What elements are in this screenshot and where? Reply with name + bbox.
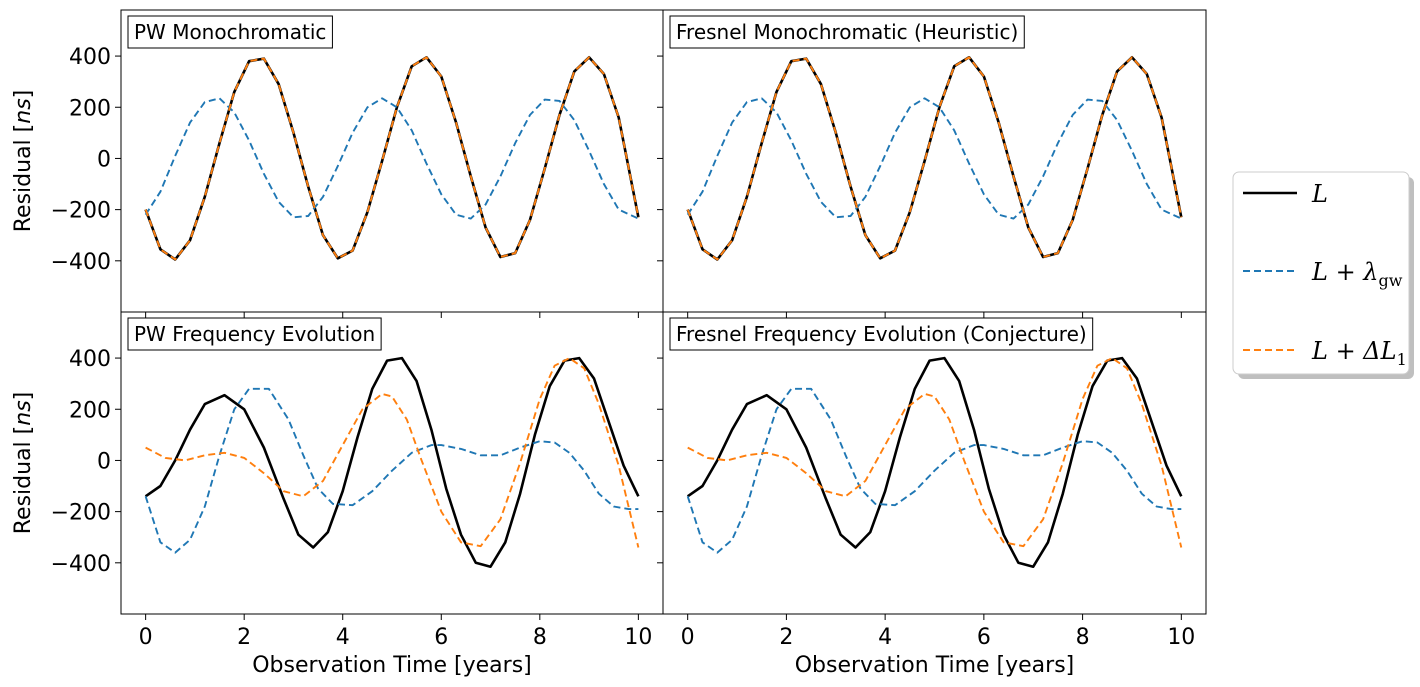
plot-frame — [120, 311, 664, 615]
panel-1: −400 −200 0 200 400 PW Monochromatic Residual … — [11, 9, 664, 318]
panel-title: PW Monochromatic — [127, 15, 333, 49]
y-axis-title: Residual [ns] — [11, 392, 36, 535]
plot-frame — [662, 9, 1207, 313]
panel-title-text: Fresnel Monochromatic (Heuristic) — [676, 20, 1018, 44]
panel-title-box — [127, 317, 382, 351]
y-tick-label: 400 — [69, 347, 111, 372]
x-tick-label: 8 — [1076, 625, 1090, 650]
y-tick-label: 0 — [97, 147, 111, 172]
series-line-LdL — [686, 56, 1183, 261]
legend-label-L: L — [1311, 180, 1328, 208]
legend-label-LdL: L + ΔL1 — [1311, 337, 1407, 369]
plot-frame — [120, 9, 664, 313]
panel-2: Fresnel Monochromatic (Heuristic) — [657, 9, 1207, 318]
series-line-L — [686, 55, 1183, 261]
x-tick-label: 2 — [779, 625, 793, 650]
y-tick-label: −200 — [51, 199, 111, 224]
panel-4: 0 2 4 6 8 10 Fresnel Frequency Evolution (Conj… — [657, 311, 1207, 678]
legend: L L + λgw L + ΔL1 — [1232, 171, 1414, 379]
series-line-Lgw — [686, 387, 1182, 554]
series-line-LdL — [145, 357, 640, 548]
series-line-LdL — [144, 56, 640, 261]
x-tick-label: 0 — [681, 625, 695, 650]
panel-3: −400 −200 0 200 400 0 2 4 6 8 10 PW Frequency Evolu… — [11, 311, 664, 678]
panel-title: Fresnel Frequency Evolution (Conjecture) — [669, 317, 1094, 351]
series-line-L — [686, 356, 1183, 569]
panel-title-box — [669, 15, 1025, 49]
y-tick-label: 200 — [69, 96, 111, 121]
panel-title-text: PW Frequency Evolution — [134, 322, 375, 346]
series-line-Lgw — [686, 97, 1182, 220]
x-tick-label: 4 — [878, 625, 892, 650]
series-line-L — [144, 55, 640, 261]
panel-title: Fresnel Monochromatic (Heuristic) — [669, 15, 1025, 49]
panel-title-box — [127, 15, 333, 49]
series-line-Lgw — [144, 387, 639, 554]
y-tick-label: −200 — [51, 501, 111, 526]
y-tick-label: −400 — [51, 250, 111, 275]
x-tick-label: 4 — [336, 625, 350, 650]
x-tick-label: 6 — [977, 625, 991, 650]
panel-title-text: Fresnel Frequency Evolution (Conjecture) — [676, 322, 1087, 346]
x-tick-label: 8 — [533, 625, 547, 650]
x-axis-title: Observation Time [years] — [252, 653, 532, 678]
series-line-Lgw — [144, 97, 639, 220]
y-tick-label: −400 — [51, 552, 111, 577]
series-line-L — [144, 356, 640, 569]
x-tick-label: 0 — [139, 625, 153, 650]
y-tick-label: 200 — [69, 398, 111, 423]
x-tick-label: 6 — [434, 625, 448, 650]
panel-title-text: PW Monochromatic — [134, 20, 326, 44]
legend-label-Lgw: L + λgw — [1311, 258, 1403, 290]
x-tick-label: 10 — [624, 625, 652, 650]
x-axis-title: Observation Time [years] — [795, 653, 1075, 678]
panel-title: PW Frequency Evolution — [127, 317, 382, 351]
x-tick-label: 2 — [237, 625, 251, 650]
y-axis-title: Residual [ns] — [11, 90, 36, 233]
y-tick-label: 400 — [69, 45, 111, 70]
plot-frame — [662, 311, 1207, 615]
series-line-LdL — [687, 357, 1183, 548]
x-tick-label: 10 — [1167, 625, 1195, 650]
y-tick-label: 0 — [97, 449, 111, 474]
panel-title-box — [669, 317, 1094, 351]
legend-box — [1232, 171, 1410, 375]
